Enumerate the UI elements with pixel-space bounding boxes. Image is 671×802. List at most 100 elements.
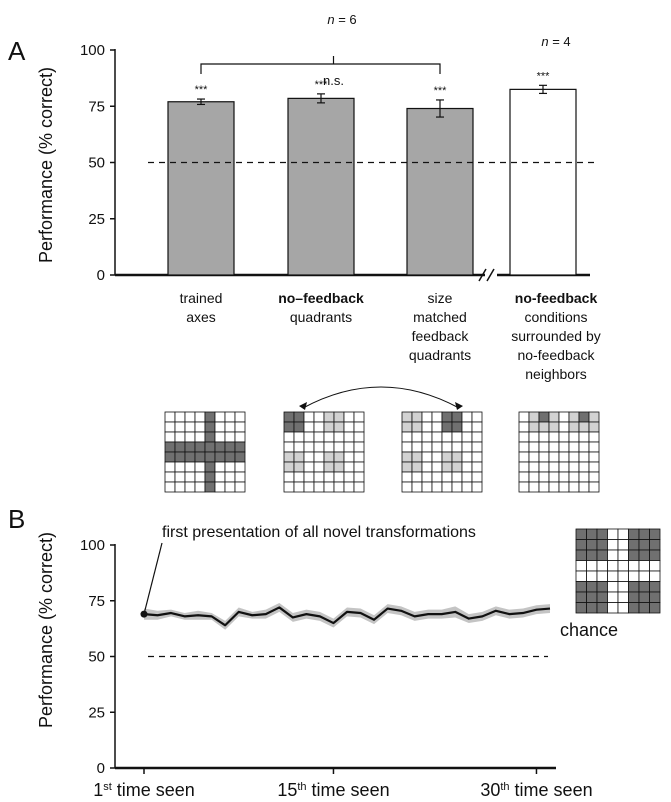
grid-cell: [588, 471, 600, 483]
grid-cell: [575, 528, 587, 540]
grid-cell: [343, 481, 355, 493]
grid-surrounded-conditions: [518, 411, 600, 493]
grid-cell: [353, 421, 365, 433]
grid-cell: [588, 431, 600, 443]
grid-cell: [441, 411, 453, 423]
grid-cell: [638, 528, 650, 540]
grid-cell: [558, 481, 570, 493]
grid-cell: [293, 461, 305, 473]
grid-cell: [461, 431, 473, 443]
grid-cell: [343, 451, 355, 463]
grid-cell: [575, 539, 587, 551]
grid-cell: [578, 451, 590, 463]
grid-cell: [588, 411, 600, 423]
grid-cell: [283, 431, 295, 443]
grid-cell: [234, 461, 246, 473]
y-tick-label: 25: [88, 211, 105, 228]
grid-cell: [224, 481, 236, 493]
grid-cell: [353, 451, 365, 463]
grid-cell: [184, 461, 196, 473]
arrow-curve: [302, 386, 460, 409]
grid-cell: [411, 471, 423, 483]
grid-cell: [588, 441, 600, 453]
grid-cell: [558, 431, 570, 443]
significance-label: ***: [537, 70, 551, 82]
grid-cell: [568, 481, 580, 493]
x-tick-label: 30th time seen: [480, 780, 592, 800]
grid-cell: [628, 528, 640, 540]
grid-cell: [421, 421, 433, 433]
grid-cell: [411, 431, 423, 443]
grid-cell: [441, 451, 453, 463]
grid-cell: [596, 581, 608, 593]
x-tick-label: 1st time seen: [93, 780, 195, 800]
category-label: no-feedback: [515, 290, 598, 306]
grid-cell: [411, 481, 423, 493]
grid-cell: [649, 570, 661, 582]
grid-cell: [628, 560, 640, 572]
grid-cell: [224, 441, 236, 453]
grid-cell: [431, 441, 443, 453]
grid-cell: [471, 481, 483, 493]
grid-cell: [353, 431, 365, 443]
grid-cell: [461, 471, 473, 483]
grid-cell: [421, 461, 433, 473]
grid-cell: [578, 431, 590, 443]
grid-cell: [283, 471, 295, 483]
grid-cell: [568, 411, 580, 423]
grid-cell: [323, 461, 335, 473]
grid-cell: [224, 451, 236, 463]
grid-cell: [607, 528, 619, 540]
grid-cell: [214, 441, 226, 453]
grid-cell: [628, 539, 640, 551]
grid-cell: [638, 581, 650, 593]
bar: [509, 88, 577, 276]
ns-label: n.s.: [323, 73, 344, 88]
grid-cell: [164, 421, 176, 433]
grid-cell: [184, 431, 196, 443]
grid-cell: [343, 471, 355, 483]
grid-cell: [303, 451, 315, 463]
grid-cell: [401, 461, 413, 473]
bar: [167, 101, 235, 276]
grid-cell: [323, 421, 335, 433]
category-label: quadrants: [409, 347, 471, 363]
grid-cell: [313, 421, 325, 433]
grid-cell: [596, 560, 608, 572]
grid-cell: [431, 481, 443, 493]
grid-cell: [528, 451, 540, 463]
grid-cell: [568, 451, 580, 463]
axis-break-mark: [486, 268, 495, 282]
grid-cell: [575, 549, 587, 561]
grid-cell: [421, 431, 433, 443]
grid-cell: [607, 591, 619, 603]
grid-cell: [184, 471, 196, 483]
grid-cell: [184, 451, 196, 463]
grid-cell: [323, 411, 335, 423]
category-label: quadrants: [290, 309, 352, 325]
y-tick-label: 25: [88, 704, 105, 721]
grid-cell: [568, 431, 580, 443]
grid-cell: [164, 481, 176, 493]
grid-cell: [628, 591, 640, 603]
grid-cell: [558, 471, 570, 483]
significance-label: ***: [434, 85, 448, 97]
grid-cell: [649, 539, 661, 551]
grid-cell: [578, 481, 590, 493]
grid-no-feedback-quadrants: [283, 411, 365, 493]
category-label: neighbors: [525, 366, 587, 382]
grid-cell: [293, 411, 305, 423]
grid-cell: [303, 441, 315, 453]
grid-cell: [441, 431, 453, 443]
grid-cell: [628, 581, 640, 593]
grid-cell: [575, 591, 587, 603]
grid-cell: [411, 441, 423, 453]
grid-cell: [578, 411, 590, 423]
category-label: no-feedback: [517, 347, 595, 363]
grid-cell: [421, 411, 433, 423]
grid-cell: [441, 421, 453, 433]
grid-trained-axes: [164, 411, 246, 493]
grid-cell: [461, 461, 473, 473]
grid-cell: [548, 481, 560, 493]
